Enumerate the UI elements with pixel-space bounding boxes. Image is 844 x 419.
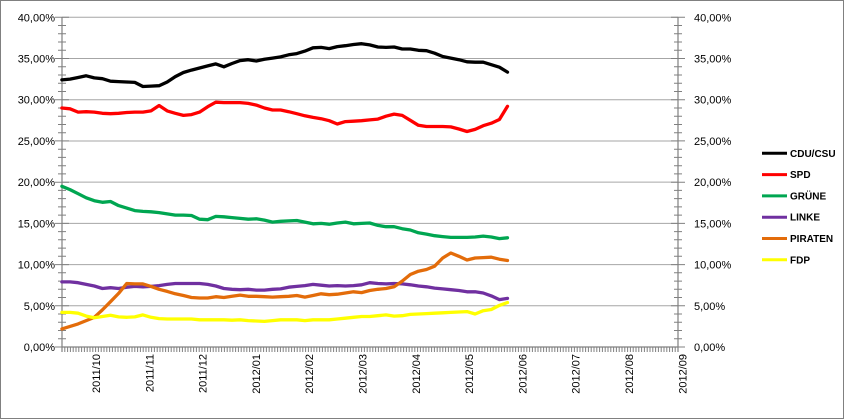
- x-axis-month-label: 2012/07: [571, 354, 583, 394]
- x-axis-month-label: 2012/04: [411, 354, 423, 394]
- series-line-gr-ne[interactable]: [60, 184, 510, 241]
- x-axis-month-label: 2012/01: [251, 354, 263, 394]
- legend-label: CDU/CSU: [790, 149, 836, 160]
- y-axis-tick-label-left: 5,00%: [24, 301, 55, 313]
- legend: CDU/CSU SPD GRÜNE LINKE PIRATEN FDP: [762, 149, 836, 266]
- x-axis-month-label: 2011/10: [91, 354, 103, 393]
- legend-label: SPD: [790, 170, 811, 181]
- y-axis-tick-label-right: 35,00%: [694, 54, 732, 66]
- y-axis-tick-label-right: 15,00%: [694, 218, 732, 230]
- legend-label: GRÜNE: [790, 189, 826, 202]
- y-axis-tick-label-right: 20,00%: [694, 177, 732, 189]
- y-axis-tick-label-left: 35,00%: [18, 54, 56, 66]
- y-axis-tick-label-left: 15,00%: [18, 218, 56, 230]
- x-axis-month-label: 2012/06: [517, 354, 529, 394]
- y-axis-labels-right: 0,00% 5,00% 10,00% 15,00% 20,00% 25,00% 30,00%…: [694, 12, 732, 354]
- y-axis-tick-label-right: 30,00%: [694, 95, 732, 107]
- legend-item-gr-ne[interactable]: GRÜNE: [762, 189, 826, 202]
- series-line-cdu-csu[interactable]: [60, 42, 510, 89]
- series-line-spd[interactable]: [60, 100, 510, 134]
- y-axis-tick-label-left: 0,00%: [24, 342, 55, 354]
- axis-tick-marks: [55, 16, 685, 352]
- legend-item-cdu-csu[interactable]: CDU/CSU: [762, 149, 836, 160]
- series-line-linke[interactable]: [60, 280, 510, 302]
- y-axis-tick-label-right: 0,00%: [694, 342, 725, 354]
- x-axis-month-label: 2012/03: [358, 354, 370, 394]
- legend-item-linke[interactable]: LINKE: [762, 213, 820, 224]
- x-axis-month-label: 2012/09: [677, 354, 689, 394]
- x-minor-ticks: [61, 347, 679, 352]
- y-axis-tick-label-right: 10,00%: [694, 260, 732, 272]
- x-axis-month-label: 2011/11: [144, 354, 156, 392]
- legend-label: PIRATEN: [790, 234, 833, 245]
- x-axis-month-label: 2012/08: [624, 354, 636, 394]
- series-line-piraten[interactable]: [60, 251, 510, 331]
- legend-label: LINKE: [790, 213, 820, 224]
- legend-item-piraten[interactable]: PIRATEN: [762, 234, 833, 245]
- x-axis-labels: 2011/10 2011/11 2011/12 2012/01 2012/02 2012/…: [91, 354, 689, 394]
- y-axis-tick-label-right: 5,00%: [694, 301, 725, 313]
- y-axis-tick-label-left: 40,00%: [18, 12, 56, 24]
- legend-item-spd[interactable]: SPD: [762, 170, 811, 181]
- y-axis-tick-label-left: 25,00%: [18, 136, 56, 148]
- data-series-lines: [60, 42, 510, 331]
- y-axis-tick-label-left: 30,00%: [18, 95, 56, 107]
- y-axis-labels-left: 0,00% 5,00% 10,00% 15,00% 20,00% 25,00% 30,00%…: [18, 12, 56, 354]
- y-minor-ticks: [58, 25, 682, 340]
- y-axis-tick-label-left: 20,00%: [18, 177, 56, 189]
- gridlines: [62, 16, 678, 307]
- y-axis-tick-label-right: 40,00%: [694, 12, 732, 24]
- y-axis-tick-label-left: 10,00%: [18, 260, 56, 272]
- legend-item-fdp[interactable]: FDP: [762, 255, 810, 266]
- legend-label: FDP: [790, 255, 810, 266]
- x-axis-month-label: 2011/12: [198, 354, 210, 393]
- series-line-fdp[interactable]: [60, 300, 510, 324]
- x-axis-month-label: 2012/05: [464, 354, 476, 394]
- y-axis-tick-label-right: 25,00%: [694, 136, 732, 148]
- x-axis-month-label: 2012/02: [304, 354, 316, 394]
